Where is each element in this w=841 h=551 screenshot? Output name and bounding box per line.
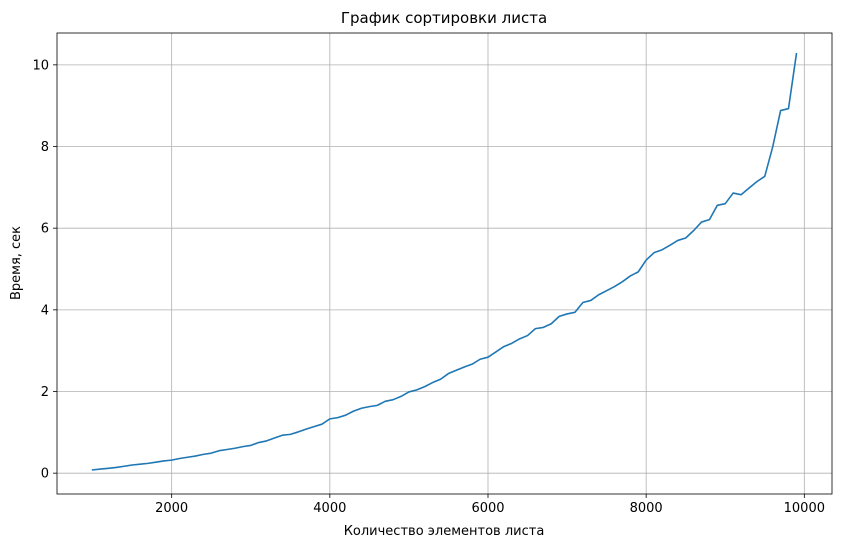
- axes-frame: [56, 32, 833, 495]
- x-tick-label: 10000: [784, 501, 825, 516]
- ticks: 2000 4000 6000 8000 10000 0 2 4 6 8 10: [32, 58, 825, 516]
- y-tick-label: 6: [41, 222, 49, 237]
- y-tick-label: 10: [32, 58, 49, 73]
- x-tick-label: 6000: [471, 501, 504, 516]
- y-tick-label: 0: [41, 467, 49, 482]
- y-tick-label: 2: [41, 385, 49, 400]
- y-tick-label: 8: [41, 140, 49, 155]
- x-tick-label: 8000: [630, 501, 663, 516]
- chart-title: График сортировки листа: [341, 9, 547, 27]
- x-tick-label: 2000: [155, 501, 188, 516]
- series-line: [91, 52, 798, 471]
- grid: [57, 33, 832, 494]
- y-axis-label: Время, сек: [9, 226, 24, 300]
- x-axis-label: Количество элементов листа: [344, 524, 545, 539]
- plot-area: [91, 52, 798, 471]
- y-tick-label: 4: [41, 303, 49, 318]
- x-tick-label: 4000: [313, 501, 346, 516]
